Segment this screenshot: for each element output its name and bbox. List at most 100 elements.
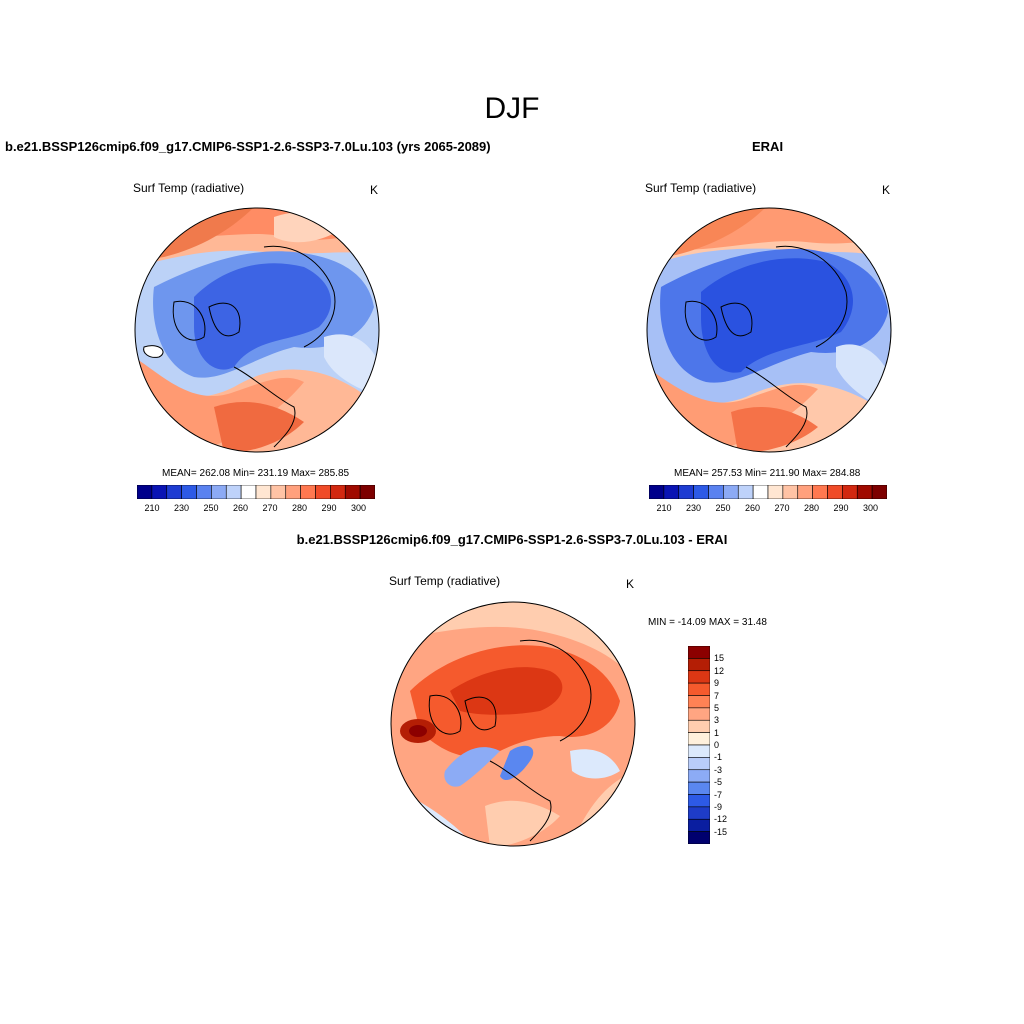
diff-colorbar-swatch — [688, 818, 710, 832]
obs-colorbar-swatch — [842, 485, 858, 499]
obs-colorbar-swatch — [737, 485, 754, 499]
diff-colorbar — [688, 646, 710, 844]
model-colorbar-ticks: 210 230 250 260 270 280 290 300 — [137, 503, 375, 517]
diff-colorbar-tick-label: 5 — [714, 702, 720, 713]
model-colorbar-swatch — [330, 485, 346, 499]
model-colorbar-swatch — [166, 485, 182, 499]
model-colorbar-tick-label: 230 — [173, 503, 190, 513]
obs-colorbar-tick-label: 270 — [774, 503, 790, 513]
obs-colorbar-swatch — [678, 485, 694, 499]
diff-colorbar-tick-label: 3 — [714, 715, 720, 726]
obs-colorbar-tick-label: 230 — [685, 503, 702, 513]
obs-colorbar — [649, 485, 887, 499]
diff-colorbar-swatch — [688, 707, 710, 721]
diff-colorbar-tick-label: 1 — [714, 727, 720, 738]
obs-colorbar-swatch — [649, 485, 665, 499]
diff-colorbar-swatch — [688, 682, 710, 696]
model-colorbar-swatch — [285, 485, 301, 499]
diff-colorbar-tick-label: -7 — [714, 789, 723, 800]
model-variable-label: Surf Temp (radiative) — [133, 181, 245, 195]
model-units-label: K — [370, 183, 379, 197]
obs-colorbar-swatch — [723, 485, 739, 499]
diff-colorbar-swatch — [688, 744, 710, 758]
model-colorbar-swatch — [196, 485, 212, 499]
model-colorbar-tick-label: 250 — [203, 503, 219, 513]
diff-stats: MIN = -14.09 MAX = 31.48 — [648, 617, 767, 628]
obs-stats: MEAN= 257.53 Min= 211.90 Max= 284.88 — [674, 468, 861, 479]
model-colorbar-tick-label: 290 — [321, 503, 337, 513]
obs-colorbar-swatch — [871, 485, 887, 499]
diff-colorbar-swatch — [688, 695, 710, 709]
diff-colorbar-swatch — [688, 646, 710, 659]
obs-colorbar-ticks: 210 230 250 260 270 280 290 300 — [649, 503, 887, 517]
diff-variable-label: Surf Temp (radiative) — [389, 574, 501, 588]
figure-title: DJF — [484, 92, 540, 125]
diff-colorbar-tick-label: -1 — [714, 752, 723, 763]
model-colorbar-swatch — [137, 485, 153, 499]
model-colorbar-swatch — [151, 485, 168, 499]
obs-colorbar-swatch — [856, 485, 873, 499]
model-colorbar-tick-label: 210 — [144, 503, 160, 513]
obs-polar-map — [646, 207, 892, 453]
model-stats: MEAN= 262.08 Min= 231.19 Max= 285.85 — [162, 468, 350, 479]
model-colorbar-swatch — [359, 485, 375, 499]
diff-panel-title: b.e21.BSSP126cmip6.f09_g17.CMIP6-SSP1-2.… — [296, 532, 728, 547]
diff-units-label: K — [626, 577, 635, 591]
obs-colorbar-tick-label: 210 — [656, 503, 672, 513]
model-colorbar — [137, 485, 375, 499]
diff-colorbar-ticks: 15 12 9 7 5 3 1 0 -1 -3 -5 -7 -9 -12 -15 — [712, 646, 752, 844]
diff-colorbar-tick-label: 15 — [714, 653, 725, 664]
model-colorbar-swatch — [300, 485, 316, 499]
obs-colorbar-tick-label: 300 — [862, 503, 879, 513]
model-colorbar-tick-label: 280 — [291, 503, 308, 513]
diff-colorbar-swatch — [688, 781, 710, 795]
diff-colorbar-tick-label: 9 — [714, 678, 720, 689]
obs-panel-title: ERAI — [752, 139, 784, 154]
diff-colorbar-swatch — [688, 658, 710, 672]
model-colorbar-swatch — [211, 485, 227, 499]
model-colorbar-tick-label: 270 — [262, 503, 278, 513]
diff-colorbar-swatch — [688, 732, 710, 746]
diff-polar-map — [390, 601, 636, 847]
diff-colorbar-swatch — [688, 670, 710, 684]
diff-colorbar-tick-label: -9 — [714, 801, 723, 812]
model-colorbar-swatch — [240, 485, 257, 499]
model-colorbar-swatch — [255, 485, 272, 499]
diff-colorbar-tick-label: 12 — [714, 665, 725, 676]
diff-colorbar-tick-label: 7 — [714, 690, 720, 701]
obs-units-label: K — [882, 183, 891, 197]
obs-colorbar-swatch — [693, 485, 709, 499]
obs-colorbar-tick-label: 280 — [803, 503, 820, 513]
diff-colorbar-tick-label: -15 — [714, 826, 728, 837]
model-colorbar-swatch — [181, 485, 197, 499]
model-polar-map — [134, 207, 380, 453]
obs-colorbar-swatch — [812, 485, 828, 499]
obs-colorbar-tick-label: 290 — [833, 503, 849, 513]
diff-colorbar-tick-label: -12 — [714, 814, 728, 825]
obs-colorbar-swatch — [752, 485, 769, 499]
obs-colorbar-swatch — [782, 485, 799, 499]
obs-colorbar-tick-label: 250 — [715, 503, 731, 513]
obs-colorbar-swatch — [708, 485, 724, 499]
diff-colorbar-swatch — [688, 806, 710, 820]
obs-colorbar-swatch — [767, 485, 784, 499]
model-colorbar-swatch — [315, 485, 331, 499]
diff-colorbar-swatch — [688, 769, 710, 783]
obs-colorbar-swatch — [797, 485, 813, 499]
model-colorbar-swatch — [270, 485, 287, 499]
obs-variable-label: Surf Temp (radiative) — [645, 181, 757, 195]
diff-colorbar-tick-label: -5 — [714, 777, 723, 788]
obs-colorbar-swatch — [827, 485, 843, 499]
diff-colorbar-swatch — [688, 831, 710, 844]
model-colorbar-tick-label: 260 — [232, 503, 249, 513]
obs-colorbar-swatch — [663, 485, 680, 499]
diff-colorbar-swatch — [688, 757, 710, 771]
diff-colorbar-tick-label: -3 — [714, 764, 723, 775]
obs-colorbar-tick-label: 260 — [744, 503, 761, 513]
model-colorbar-tick-label: 300 — [350, 503, 367, 513]
diff-colorbar-tick-label: 0 — [714, 740, 720, 750]
model-colorbar-swatch — [225, 485, 242, 499]
diff-colorbar-swatch — [688, 794, 710, 808]
model-colorbar-swatch — [344, 485, 361, 499]
model-panel-title: b.e21.BSSP126cmip6.f09_g17.CMIP6-SSP1-2.… — [5, 139, 491, 154]
